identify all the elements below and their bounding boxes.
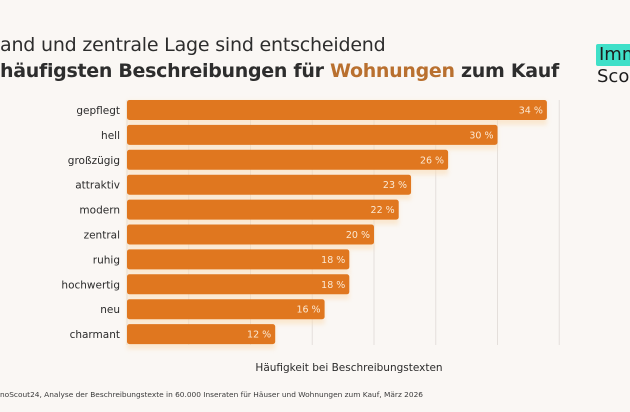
category-labels: gepflegt hell großzügig attraktiv modern zent…	[61, 105, 120, 341]
logo-bottom-text: Sco	[597, 66, 630, 87]
category-label: charmant	[70, 329, 120, 341]
bar-großzügig	[127, 149, 449, 170]
category-label: zentral	[84, 230, 120, 242]
x-axis-label: Häufigkeit bei Beschreibungstexten	[255, 362, 443, 374]
category-label: ruhig	[93, 254, 120, 266]
bar-zentral	[127, 224, 374, 245]
title-highlight-word: Wohnungen	[329, 60, 455, 82]
category-label: attraktiv	[75, 180, 120, 192]
value-labels: 34 % 30 % 26 % 23 % 22 % 20 % 18 % 18 % 16 % 12 %	[247, 106, 543, 341]
value-label: 23 %	[383, 180, 407, 191]
source-note: noScout24, Analyse der Beschreibungstext…	[0, 390, 423, 399]
value-label: 20 %	[346, 230, 370, 241]
bar-hell	[127, 124, 498, 145]
bar-attraktiv	[127, 174, 412, 195]
category-label: modern	[79, 205, 120, 217]
bar-ruhig	[127, 249, 350, 270]
immoscout-logo: Imm Sco	[596, 44, 630, 90]
category-label: neu	[100, 304, 120, 316]
chart-title-line1: and und zentrale Lage sind entscheidend	[0, 34, 386, 56]
chart-title-line2: häufigsten Beschreibungen für Wohnungen …	[0, 60, 559, 82]
value-label: 12 %	[247, 330, 271, 341]
value-label: 22 %	[371, 205, 395, 216]
category-label: hell	[101, 130, 120, 142]
bar-gepflegt	[127, 100, 547, 120]
bar-charmant	[127, 324, 276, 345]
bar-hochwertig	[127, 274, 350, 295]
category-label: hochwertig	[61, 279, 120, 291]
value-label: 18 %	[321, 280, 345, 291]
bars	[127, 100, 547, 345]
title-suffix: zum Kauf	[454, 60, 559, 82]
title-prefix: häufigsten Beschreibungen für	[0, 60, 330, 82]
value-label: 16 %	[296, 305, 320, 316]
category-label: gepflegt	[76, 105, 120, 117]
bar-modern	[127, 199, 399, 220]
value-label: 34 %	[519, 106, 543, 117]
logo-top-text: Imm	[596, 44, 630, 66]
value-label: 18 %	[321, 255, 345, 266]
bar-neu	[127, 299, 325, 320]
value-label: 26 %	[420, 155, 444, 166]
category-label: großzügig	[68, 155, 120, 167]
value-label: 30 %	[469, 130, 493, 141]
